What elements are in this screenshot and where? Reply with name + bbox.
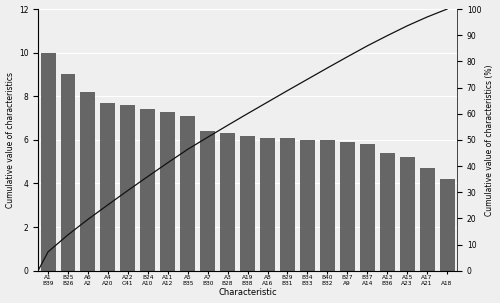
Bar (140, 109, 156, 271)
Bar (200, 131, 215, 271)
Bar (240, 135, 255, 271)
Bar (160, 112, 175, 271)
Bar (260, 138, 275, 271)
Bar (220, 133, 235, 271)
Bar (280, 138, 295, 271)
Bar (440, 179, 454, 271)
Bar (80, 92, 96, 271)
Bar (360, 144, 375, 271)
Y-axis label: Cumulative value of characteristics: Cumulative value of characteristics (6, 72, 15, 208)
Y-axis label: Cumulative value of characteristics (%): Cumulative value of characteristics (%) (486, 64, 494, 216)
Bar (320, 140, 335, 271)
Bar (400, 157, 414, 271)
Bar (180, 116, 195, 271)
X-axis label: Characteristic: Characteristic (218, 288, 277, 298)
Bar (300, 140, 315, 271)
Bar (340, 142, 355, 271)
Bar (60, 75, 76, 271)
Bar (100, 103, 116, 271)
Bar (420, 168, 434, 271)
Bar (380, 153, 394, 271)
Bar (40, 53, 56, 271)
Bar (120, 105, 136, 271)
